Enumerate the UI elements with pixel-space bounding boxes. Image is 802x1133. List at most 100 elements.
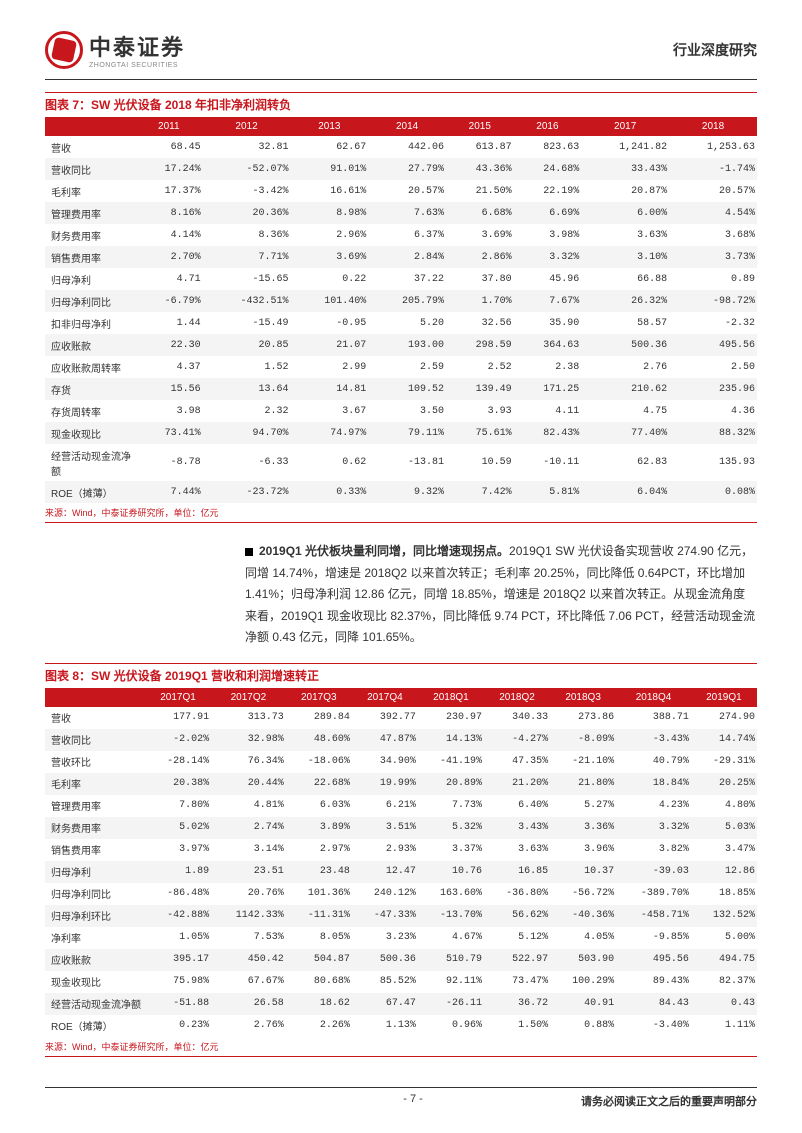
table-cell: 5.03% (691, 817, 757, 839)
table-cell: 财务费用率 (45, 224, 135, 246)
table-cell: 43.36% (446, 158, 514, 180)
table-cell: 8.36% (203, 224, 291, 246)
table-cell: 19.99% (352, 773, 418, 795)
table-cell: 89.43% (616, 971, 691, 993)
table-cell: 73.47% (484, 971, 550, 993)
table-cell: 6.00% (581, 202, 669, 224)
table-cell: 5.00% (691, 927, 757, 949)
table-cell: 823.63 (514, 136, 582, 158)
table-cell: 274.90 (691, 707, 757, 729)
table-cell: 84.43 (616, 993, 691, 1015)
table-cell: 364.63 (514, 334, 582, 356)
table-cell: 营收 (45, 136, 135, 158)
table-cell: 193.00 (368, 334, 446, 356)
table-cell: 财务费用率 (45, 817, 145, 839)
table-cell: 归母净利同比 (45, 883, 145, 905)
table-cell: 13.64 (203, 378, 291, 400)
table-cell: 销售费用率 (45, 839, 145, 861)
table-cell: 归母净利 (45, 861, 145, 883)
table-cell: -40.36% (550, 905, 616, 927)
table-cell: 7.53% (211, 927, 286, 949)
table-cell: 2.76 (581, 356, 669, 378)
table-cell: 3.73% (669, 246, 757, 268)
table-cell: 毛利率 (45, 180, 135, 202)
table-cell: 0.89 (669, 268, 757, 290)
table-row: 财务费用率4.14%8.36%2.96%6.37%3.69%3.98%3.63%… (45, 224, 757, 246)
table-cell: -8.09% (550, 729, 616, 751)
table-cell: 14.13% (418, 729, 484, 751)
table-cell: 135.93 (669, 444, 757, 481)
table-cell: 3.89% (286, 817, 352, 839)
column-header: 2015 (446, 117, 514, 136)
column-header (45, 117, 135, 136)
table-cell: 40.91 (550, 993, 616, 1015)
table-row: 净利率1.05%7.53%8.05%3.23%4.67%5.12%4.05%-9… (45, 927, 757, 949)
table-cell: 23.51 (211, 861, 286, 883)
page-footer: - 7 - 请务必阅读正文之后的重要声明部分 (45, 1087, 757, 1109)
table-cell: 1.50% (484, 1015, 550, 1037)
table-cell: 40.79% (616, 751, 691, 773)
table-cell: -3.40% (616, 1015, 691, 1037)
table-cell: 3.69% (290, 246, 368, 268)
table-cell: 14.81 (290, 378, 368, 400)
table-cell: 388.71 (616, 707, 691, 729)
table-cell: -1.74% (669, 158, 757, 180)
table-cell: -15.49 (203, 312, 291, 334)
table-cell: 7.44% (135, 481, 203, 503)
table-row: 营收68.4532.8162.67442.06613.87823.631,241… (45, 136, 757, 158)
table-cell: 235.96 (669, 378, 757, 400)
table-cell: 240.12% (352, 883, 418, 905)
logo-text-cn: 中泰证券 (89, 30, 185, 62)
table-cell: 32.56 (446, 312, 514, 334)
table-cell: 171.25 (514, 378, 582, 400)
table-cell: -23.72% (203, 481, 291, 503)
table-cell: -47.33% (352, 905, 418, 927)
table-cell: 395.17 (145, 949, 211, 971)
table-cell: 2.52 (446, 356, 514, 378)
table-cell: 20.36% (203, 202, 291, 224)
table-row: 管理费用率7.80%4.81%6.03%6.21%7.73%6.40%5.27%… (45, 795, 757, 817)
table-row: 经营活动现金流净额-51.8826.5818.6267.47-26.1136.7… (45, 993, 757, 1015)
table-cell: 7.67% (514, 290, 582, 312)
table-cell: 17.24% (135, 158, 203, 180)
table-cell: 82.37% (691, 971, 757, 993)
table-cell: 495.56 (669, 334, 757, 356)
table-cell: 8.16% (135, 202, 203, 224)
table-cell: 4.54% (669, 202, 757, 224)
table-cell: -3.42% (203, 180, 291, 202)
company-logo: 中泰证券 ZHONGTAI SECURITIES (45, 30, 185, 69)
table-cell: 3.37% (418, 839, 484, 861)
page-header: 中泰证券 ZHONGTAI SECURITIES 行业深度研究 (45, 30, 757, 80)
table-cell: ROE（摊薄） (45, 1015, 145, 1037)
column-header: 2014 (368, 117, 446, 136)
table-cell: -13.81 (368, 444, 446, 481)
table-cell: 75.61% (446, 422, 514, 444)
table-cell: 4.14% (135, 224, 203, 246)
table-cell: 85.52% (352, 971, 418, 993)
table-cell: 0.43 (691, 993, 757, 1015)
column-header: 2019Q1 (691, 688, 757, 707)
table-row: 归母净利环比-42.88%1142.33%-11.31%-47.33%-13.7… (45, 905, 757, 927)
table-cell: -18.06% (286, 751, 352, 773)
table-cell: 3.23% (352, 927, 418, 949)
table-cell: 2.86% (446, 246, 514, 268)
table-cell: 3.82% (616, 839, 691, 861)
table-cell: 2.38 (514, 356, 582, 378)
table-cell: 10.59 (446, 444, 514, 481)
table-row: 财务费用率5.02%2.74%3.89%3.51%5.32%3.43%3.36%… (45, 817, 757, 839)
table-cell: 4.81% (211, 795, 286, 817)
table-cell: 58.57 (581, 312, 669, 334)
table-row: 归母净利同比-6.79%-432.51%101.40%205.79%1.70%7… (45, 290, 757, 312)
table-cell: -52.07% (203, 158, 291, 180)
table-cell: 3.67 (290, 400, 368, 422)
table-cell: 34.90% (352, 751, 418, 773)
table-cell: -389.70% (616, 883, 691, 905)
column-header: 2018Q3 (550, 688, 616, 707)
table-cell: 10.37 (550, 861, 616, 883)
table-cell: 经营活动现金流净额 (45, 993, 145, 1015)
table-cell: 510.79 (418, 949, 484, 971)
table-row: 毛利率20.38%20.44%22.68%19.99%20.89%21.20%2… (45, 773, 757, 795)
table-row: 应收账款22.3020.8521.07193.00298.59364.63500… (45, 334, 757, 356)
report-category: 行业深度研究 (673, 40, 757, 60)
table-cell: 26.58 (211, 993, 286, 1015)
